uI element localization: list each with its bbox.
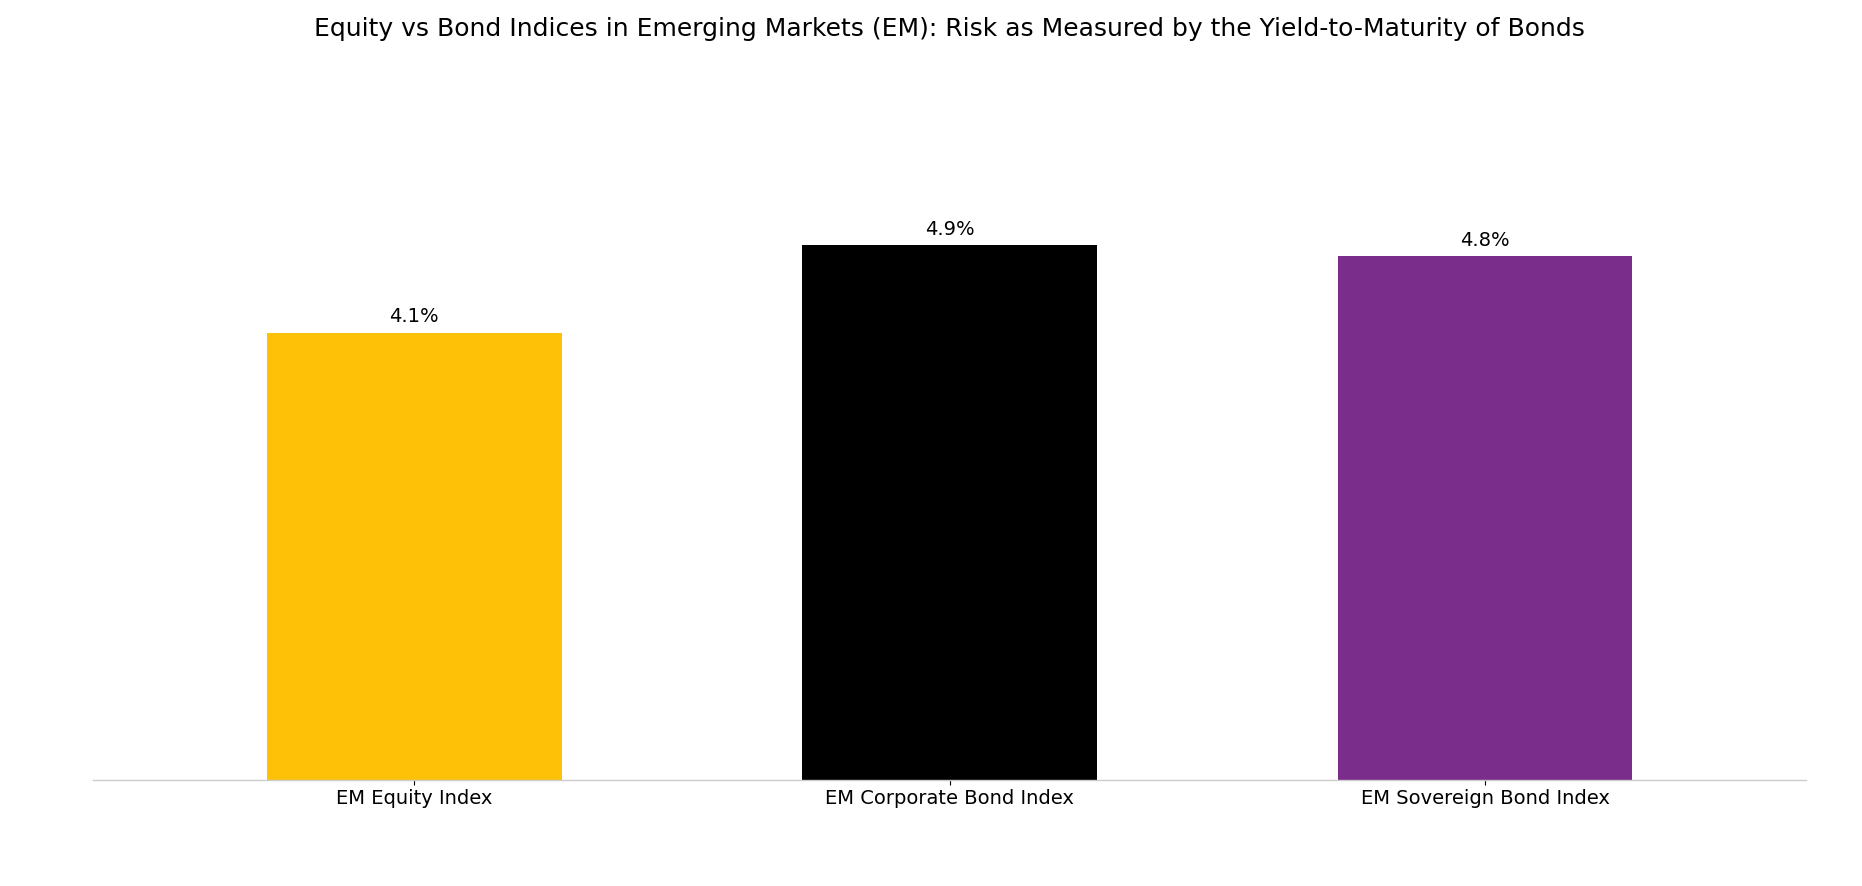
Text: 4.1%: 4.1%: [389, 307, 439, 326]
Bar: [803, 245, 1097, 780]
Bar: [1337, 256, 1633, 780]
Title: Equity vs Bond Indices in Emerging Markets (EM): Risk as Measured by the Yield-t: Equity vs Bond Indices in Emerging Marke…: [315, 17, 1585, 41]
Text: 4.9%: 4.9%: [925, 220, 974, 239]
Bar: [266, 332, 562, 780]
Text: 4.8%: 4.8%: [1460, 230, 1510, 250]
